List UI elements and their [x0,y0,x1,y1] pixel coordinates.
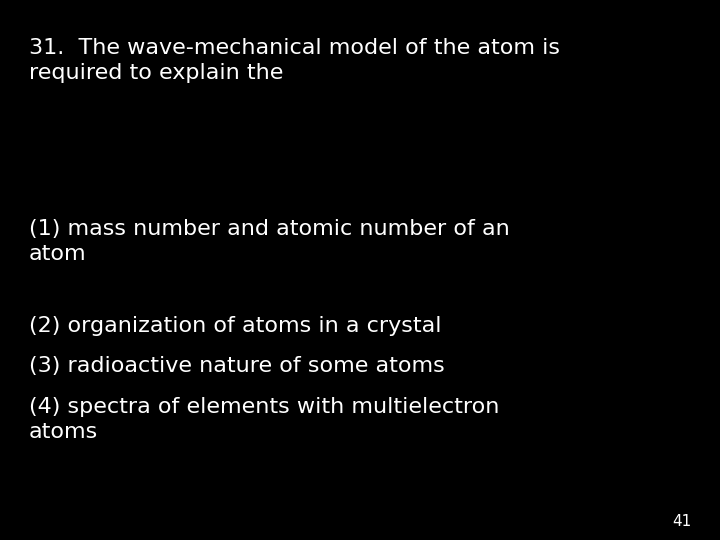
Text: (1) mass number and atomic number of an
atom: (1) mass number and atomic number of an … [29,219,510,264]
Text: (2) organization of atoms in a crystal: (2) organization of atoms in a crystal [29,316,441,336]
Text: (4) spectra of elements with multielectron
atoms: (4) spectra of elements with multielectr… [29,397,499,442]
Text: 41: 41 [672,514,691,529]
Text: (3) radioactive nature of some atoms: (3) radioactive nature of some atoms [29,356,444,376]
Text: 31.  The wave-mechanical model of the atom is
required to explain the: 31. The wave-mechanical model of the ato… [29,38,560,83]
